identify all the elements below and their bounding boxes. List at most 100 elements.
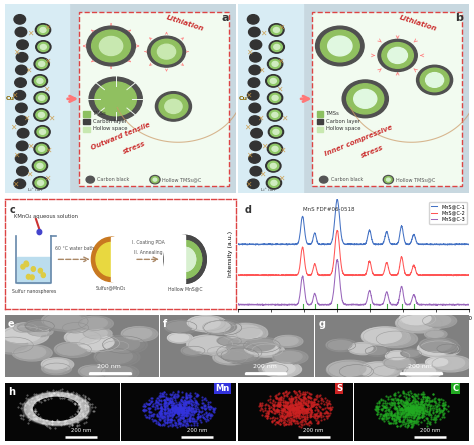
Bar (111, 237, 131, 282)
Point (422, 400, 430, 407)
Point (283, 410, 291, 417)
Point (418, 409, 426, 417)
Wedge shape (111, 237, 131, 282)
Point (408, 405, 416, 412)
MnS@C-3 (247, 302, 253, 307)
Point (401, 407, 409, 414)
Point (195, 407, 203, 414)
Point (268, 418, 276, 425)
Point (167, 419, 174, 426)
Point (73, 418, 81, 425)
Point (174, 421, 182, 428)
Point (417, 399, 425, 406)
Point (404, 421, 412, 429)
Circle shape (35, 125, 50, 138)
Point (415, 410, 422, 417)
Line: MnS@C-2: MnS@C-2 (238, 231, 469, 276)
Point (185, 405, 192, 412)
Point (256, 401, 264, 408)
Point (301, 409, 308, 416)
Point (416, 410, 423, 417)
Point (377, 411, 384, 418)
Point (412, 403, 419, 410)
Point (18, 414, 25, 421)
Point (173, 410, 181, 417)
Point (34, 396, 41, 404)
Point (291, 405, 298, 412)
Point (277, 406, 285, 413)
Circle shape (228, 338, 250, 347)
Point (72, 392, 80, 399)
Point (389, 400, 396, 407)
Point (258, 401, 265, 408)
Circle shape (36, 40, 51, 53)
Point (296, 419, 303, 426)
Circle shape (386, 351, 407, 360)
Point (186, 417, 193, 424)
Point (425, 408, 433, 415)
Point (31, 406, 38, 413)
Point (317, 412, 324, 419)
Point (289, 407, 296, 414)
Point (188, 402, 196, 409)
Point (173, 405, 181, 412)
Point (411, 396, 419, 403)
Point (408, 403, 415, 410)
Point (286, 408, 294, 415)
Text: ✕: ✕ (245, 91, 251, 100)
MnS@C-1 (235, 242, 241, 247)
Point (194, 413, 202, 421)
Point (410, 418, 418, 425)
Circle shape (243, 338, 275, 351)
Point (176, 406, 183, 413)
Point (182, 400, 190, 407)
Point (292, 405, 299, 413)
Point (418, 398, 425, 405)
Circle shape (383, 175, 393, 184)
Point (292, 406, 300, 413)
Point (419, 404, 426, 411)
Point (146, 400, 153, 408)
Point (429, 415, 437, 422)
Point (281, 406, 288, 413)
Point (290, 405, 297, 412)
Point (286, 399, 293, 406)
Point (293, 405, 301, 412)
Point (285, 421, 293, 428)
Point (166, 407, 174, 414)
Point (312, 400, 320, 407)
Point (180, 408, 188, 415)
Circle shape (250, 40, 262, 49)
Circle shape (24, 393, 89, 425)
Text: ✕: ✕ (276, 85, 283, 94)
Point (154, 399, 161, 406)
Point (417, 404, 424, 411)
Circle shape (39, 61, 45, 66)
Point (297, 412, 304, 419)
Point (291, 409, 299, 417)
Point (200, 413, 207, 421)
Point (29, 414, 36, 421)
Point (384, 394, 392, 401)
Point (175, 404, 182, 411)
Circle shape (420, 68, 449, 92)
Point (65, 422, 73, 429)
Point (175, 401, 182, 408)
Point (179, 404, 186, 411)
Point (161, 405, 169, 412)
Point (82, 409, 90, 416)
Point (431, 398, 438, 405)
Point (163, 394, 170, 401)
Point (433, 407, 440, 414)
Point (407, 405, 415, 413)
Point (273, 395, 281, 402)
Point (289, 401, 297, 409)
Point (23, 399, 30, 406)
Circle shape (39, 400, 74, 417)
Point (398, 404, 405, 411)
Point (314, 397, 322, 405)
Point (146, 414, 153, 421)
Point (292, 405, 299, 412)
Point (177, 405, 184, 413)
Point (183, 398, 191, 405)
